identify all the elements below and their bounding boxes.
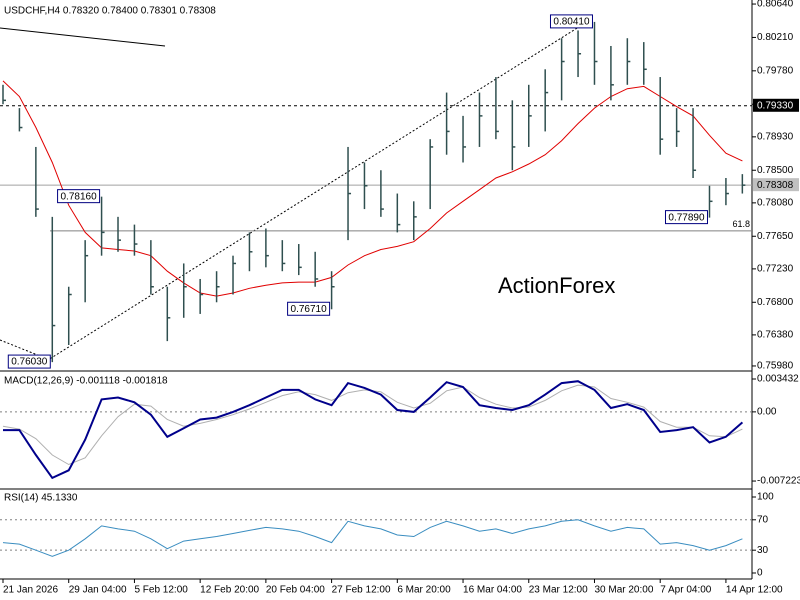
x-tick-label: 6 Mar 20:00	[397, 585, 451, 596]
y-tick-label: 0.78930	[757, 131, 794, 142]
x-tick-label: 5 Feb 12:00	[134, 585, 188, 596]
callout-box	[287, 301, 331, 316]
callout-label: 0.76030	[11, 357, 48, 368]
y-tick-label: 0.77230	[757, 264, 794, 275]
fib-label: 61.8	[732, 219, 750, 229]
callout-box	[664, 210, 708, 225]
y-tick-label: -0.007223	[757, 476, 800, 487]
callout-box	[549, 14, 593, 29]
x-tick-label: 23 Mar 12:00	[529, 585, 588, 596]
y-tick-label: 70	[757, 514, 769, 525]
y-tick-label: 0.76380	[757, 330, 794, 341]
resistance-label: 0.79330	[757, 100, 794, 111]
trend-line	[0, 27, 166, 47]
resistance-box	[753, 98, 799, 112]
moving-average	[2, 80, 743, 297]
x-tick-label: 30 Mar 20:00	[594, 585, 653, 596]
y-tick-label: 0.75980	[757, 361, 794, 372]
watermark: ActionForex	[498, 273, 615, 298]
y-tick-label: 30	[757, 545, 769, 556]
x-tick-label: 20 Feb 04:00	[266, 585, 325, 596]
callout-box	[7, 354, 51, 369]
y-tick-label: 100	[757, 492, 774, 503]
x-tick-label: 27 Feb 12:00	[332, 585, 391, 596]
channel-line	[39, 19, 591, 366]
callout-label: 0.77890	[668, 212, 705, 223]
panel-title: MACD(12,26,9) -0.001118 -0.001818	[4, 376, 168, 387]
y-tick-label: 0.80640	[757, 0, 794, 10]
y-tick-label: 0.79780	[757, 65, 794, 76]
x-tick-label: 7 Apr 04:00	[660, 585, 712, 596]
callout-label: 0.78160	[61, 191, 98, 202]
y-tick-label: 0	[757, 568, 763, 579]
y-tick-label: 0.76800	[757, 297, 794, 308]
x-tick-label: 16 Mar 04:00	[463, 585, 522, 596]
x-tick-label: 21 Jan 2026	[3, 585, 58, 596]
x-tick-label: 12 Feb 20:00	[200, 585, 259, 596]
chart-title: USDCHF,H4 0.78320 0.78400 0.78301 0.7830…	[4, 6, 216, 17]
y-tick-label: 0.78080	[757, 198, 794, 209]
callout-box	[57, 189, 101, 204]
series-line	[3, 380, 744, 480]
y-tick-label: 0.00	[757, 407, 777, 418]
y-tick-label: 0.003432	[757, 374, 799, 385]
last-price-box	[753, 178, 799, 192]
callout-label: 0.80410	[553, 17, 590, 28]
callout-label: 0.76710	[291, 304, 328, 315]
y-tick-label: 0.78500	[757, 165, 794, 176]
x-tick-label: 29 Jan 04:00	[69, 585, 127, 596]
y-tick-label: 0.80210	[757, 32, 794, 43]
panel-title: RSI(14) 45.1330	[4, 493, 78, 504]
y-tick-label: 0.77650	[757, 231, 794, 242]
x-tick-label: 14 Apr 12:00	[726, 585, 783, 596]
series-line	[2, 519, 743, 557]
last-price-label: 0.78308	[757, 180, 794, 191]
